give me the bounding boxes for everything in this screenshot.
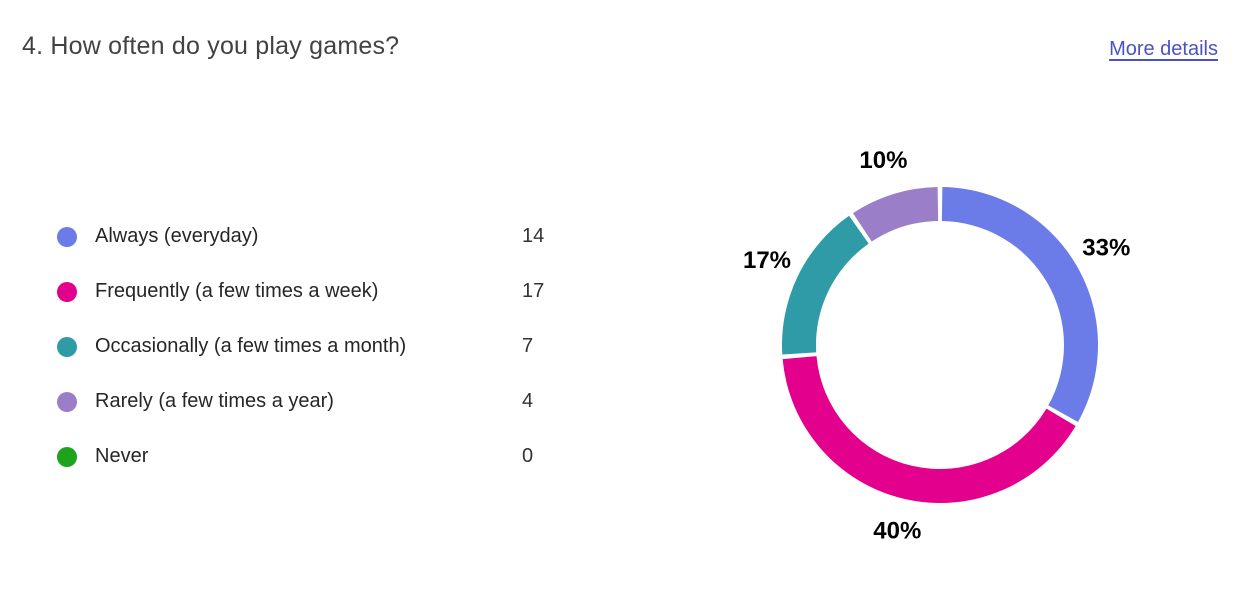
legend-item-count: 14	[522, 225, 545, 247]
legend-item: Occasionally (a few times a month) 7	[57, 319, 562, 374]
legend-color-dot	[57, 226, 77, 247]
legend-item-count: 17	[522, 280, 545, 302]
legend-item-label: Never	[95, 445, 149, 467]
legend-color-dot	[57, 336, 77, 357]
legend-item-label: Rarely (a few times a year)	[95, 390, 334, 412]
legend-item: Always (everyday) 14	[57, 209, 562, 264]
donut-percent-label: 33%	[1082, 234, 1130, 261]
donut-segment	[941, 187, 1098, 422]
legend-item-count: 4	[522, 390, 534, 412]
donut-percent-label: 17%	[743, 247, 791, 274]
legend-item-label: Frequently (a few times a week)	[95, 280, 379, 302]
legend-item-count: 7	[522, 335, 534, 357]
legend-item: Frequently (a few times a week) 17	[57, 264, 562, 319]
chart-legend: Always (everyday) 14 Frequently (a few t…	[57, 209, 562, 484]
donut-percent-label: 10%	[859, 147, 907, 174]
legend-color-dot	[57, 391, 77, 412]
legend-item-label: Always (everyday)	[95, 225, 259, 247]
more-details-link[interactable]: More details	[1109, 38, 1218, 60]
legend-item-count: 0	[522, 445, 534, 467]
donut-segment	[852, 187, 939, 242]
legend-item-label: Occasionally (a few times a month)	[95, 335, 407, 357]
donut-chart-svg: 33% 40% 17% 10%	[743, 147, 1130, 545]
legend-color-dot	[57, 281, 77, 302]
legend-color-dot	[57, 446, 77, 467]
question-title: 4. How often do you play games?	[22, 32, 400, 60]
donut-segment	[782, 356, 1076, 503]
donut-segment	[781, 215, 869, 355]
donut-chart: 33% 40% 17% 10%	[680, 140, 1200, 560]
donut-percent-label: 40%	[873, 518, 921, 545]
legend-item: Rarely (a few times a year) 4	[57, 374, 562, 429]
legend-item: Never 0	[57, 429, 562, 484]
